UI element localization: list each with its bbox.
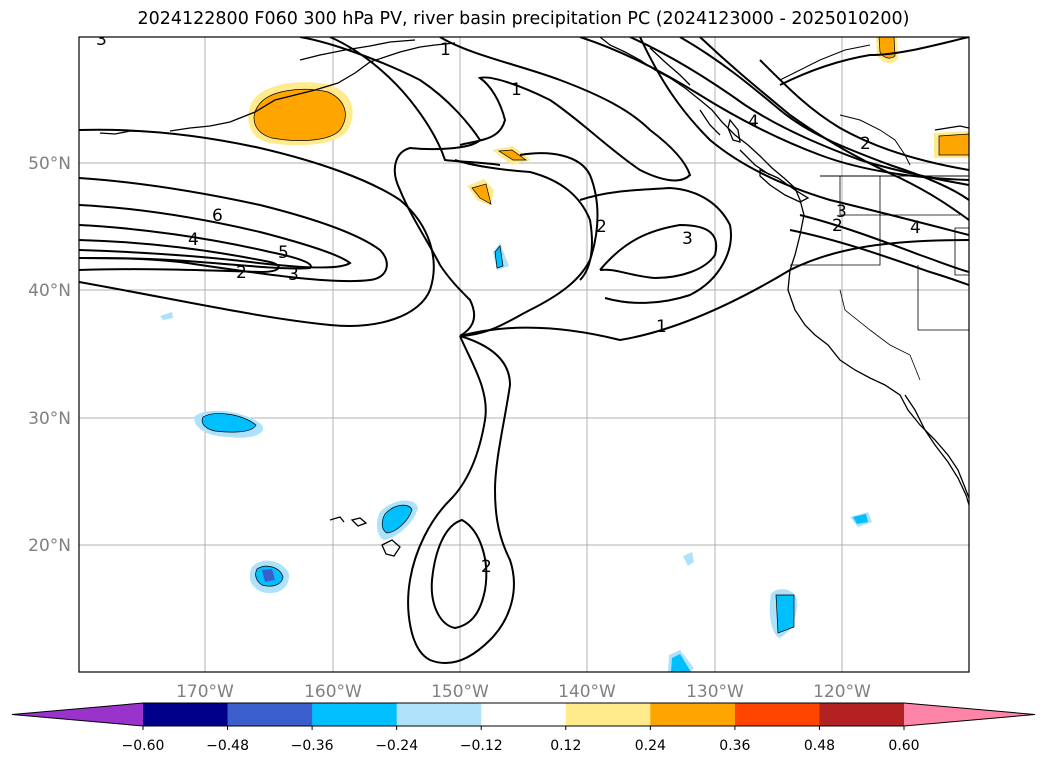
precip-positive-patches [248,37,969,206]
colorbar-tick-label: −0.60 [122,738,165,754]
colorbar-tick-label: 0.24 [635,738,666,754]
contour-label: 2 [832,216,843,236]
contour-label: 2 [481,557,492,577]
map-title: 2024122800 F060 300 hPa PV, river basin … [137,9,910,29]
colorbar-tick-label: −0.48 [206,738,249,754]
contour-label: 5 [278,243,289,263]
colorbar-tick-label: 0.36 [719,738,750,754]
lon-label: 120°W [813,682,871,702]
colorbar-segment [819,703,905,726]
contour-label: 2 [860,134,871,154]
contour-label: 1 [656,317,667,337]
colorbar-extend-low [12,703,143,726]
colorbar-tick-label: 0.12 [550,738,581,754]
contour-label: 1 [440,40,451,60]
colorbar-segment [227,703,313,726]
lat-label: 20°N [28,536,71,556]
lat-label: 50°N [28,154,71,174]
contour-label-group: 1 1 1 2 2 2 2 3 3 3 4 4 5 6 2 3 4 [96,30,921,577]
colorbar-tick-label: 0.48 [804,738,835,754]
colorbar-segment [565,703,651,726]
lat-label: 30°N [28,409,71,429]
lat-labels: 50°N 40°N 30°N 20°N [28,154,71,556]
contour-label: 3 [288,265,299,285]
lon-label: 160°W [304,682,362,702]
lon-label: 150°W [431,682,489,702]
plot-frame [78,36,970,673]
colorbar-tick-label: −0.12 [460,738,503,754]
lon-label: 130°W [686,682,744,702]
colorbar-segment [143,703,229,726]
colorbar-tick-label: 0.60 [888,738,919,754]
contour-label: 3 [682,229,693,249]
colorbar-extend-high [904,703,1035,726]
contour-label: 6 [212,206,223,226]
contour-label: 1 [511,80,522,100]
contour-label: 3 [836,202,847,222]
lon-labels: 170°W 160°W 150°W 140°W 130°W 120°W [176,682,871,702]
precip-outlines [201,37,969,634]
contour-label: 2 [236,263,247,283]
colorbar-segment [650,703,736,726]
colorbar-segment [396,703,482,726]
colorbar: −0.60 −0.48 −0.36 −0.24 −0.12 0.12 0.24 0.36 0.4… [11,702,1036,754]
pv-contours [79,37,969,665]
lon-label: 140°W [558,682,616,702]
plot-area [79,37,969,672]
colorbar-segment [312,703,398,726]
lat-label: 40°N [28,281,71,301]
contour-label: 4 [910,218,921,238]
colorbar-segment [481,703,567,726]
colorbar-tick-label: −0.24 [375,738,418,754]
contour-label: 2 [596,217,607,237]
contour-label: 3 [96,30,107,50]
contour-label: 4 [748,112,759,132]
colorbar-segment [734,703,820,726]
colorbar-tick-label: −0.36 [291,738,334,754]
contour-label: 4 [188,230,199,250]
lon-label: 170°W [176,682,234,702]
